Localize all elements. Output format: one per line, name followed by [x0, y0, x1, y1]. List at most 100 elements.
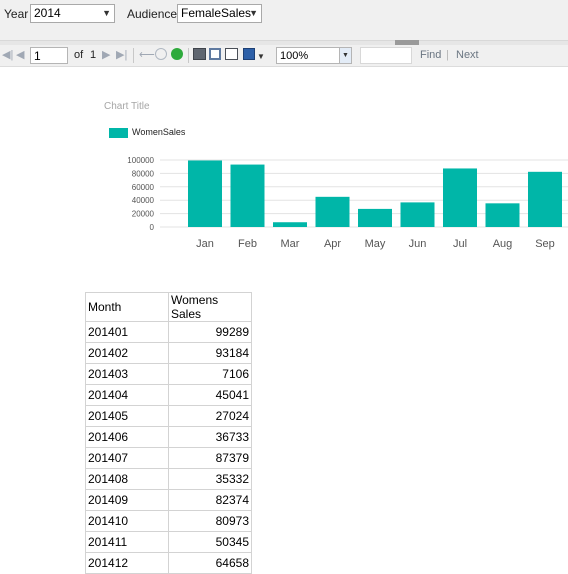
x-tick-label: Apr — [324, 238, 341, 250]
table-row: 201412 64658 — [85, 552, 252, 574]
month-cell: 201402 — [85, 342, 169, 364]
sales-cell: 35332 — [168, 468, 252, 490]
x-tick-label: Aug — [493, 238, 513, 250]
next-page-icon[interactable]: ▶ — [102, 49, 111, 61]
audience-label: Audience — [127, 7, 178, 21]
next-link[interactable]: Next — [456, 49, 479, 61]
bar — [315, 196, 350, 227]
x-tick-label: Mar — [281, 238, 300, 250]
previous-page-icon[interactable]: ◀ — [16, 49, 25, 61]
month-cell: 201401 — [85, 321, 169, 343]
sales-cell: 36733 — [168, 426, 252, 448]
month-cell: 201406 — [85, 426, 169, 448]
x-tick-label: May — [365, 238, 386, 250]
y-tick-label: 80000 — [132, 169, 155, 178]
export-icon[interactable] — [243, 48, 255, 60]
bar-chart: 0 20000 40000 60000 80000 100000 Jan Feb Mar Apr M… — [127, 156, 568, 250]
x-tick-label: Jun — [409, 238, 427, 250]
bar — [400, 202, 435, 227]
back-icon[interactable]: ⟵ — [139, 49, 155, 61]
month-cell: 201404 — [85, 384, 169, 406]
toolbar-divider — [188, 48, 189, 63]
sales-table: Month Womens Sales 201401 99289 201402 9318… — [85, 292, 252, 574]
stop-icon[interactable] — [155, 48, 167, 60]
table-row: 201403 7106 — [85, 363, 252, 385]
year-dropdown[interactable]: 2014 ▼ — [30, 4, 115, 23]
sales-cell: 93184 — [168, 342, 252, 364]
y-tick-label: 100000 — [127, 156, 154, 165]
chevron-down-icon[interactable]: ▼ — [339, 48, 351, 63]
table-row: 201411 50345 — [85, 531, 252, 553]
sales-cell: 27024 — [168, 405, 252, 427]
y-tick-label: 60000 — [132, 183, 155, 192]
y-tick-label: 0 — [150, 223, 155, 232]
sales-cell: 45041 — [168, 384, 252, 406]
x-tick-label: Jan — [196, 238, 214, 250]
month-cell: 201412 — [85, 552, 169, 574]
table-row: 201405 27024 — [85, 405, 252, 427]
month-cell: 201403 — [85, 363, 169, 385]
x-tick-label: Sep — [535, 238, 555, 250]
toolbar-divider — [133, 48, 134, 63]
table-row: 201410 80973 — [85, 510, 252, 532]
bar — [273, 222, 307, 227]
bar — [443, 168, 477, 227]
table-row: 201401 99289 — [85, 321, 252, 343]
bar — [528, 171, 562, 227]
year-label: Year — [4, 7, 29, 21]
table-header-row: Month Womens Sales — [85, 292, 252, 322]
print-icon[interactable] — [193, 48, 206, 60]
x-tick-label: Jul — [453, 238, 467, 250]
find-separator: | — [446, 49, 449, 61]
chevron-down-icon: ▼ — [102, 8, 111, 18]
print-layout-icon[interactable] — [209, 48, 221, 60]
month-cell: 201409 — [85, 489, 169, 511]
year-dropdown-value: 2014 — [34, 6, 61, 20]
first-page-icon[interactable]: ◀| — [2, 49, 14, 61]
page-total: 1 — [90, 49, 97, 61]
y-tick-label: 20000 — [132, 210, 155, 219]
find-link[interactable]: Find — [420, 49, 442, 61]
month-cell: 201410 — [85, 510, 169, 532]
month-cell: 201405 — [85, 405, 169, 427]
collapse-parameters-handle[interactable] — [395, 40, 419, 45]
parameter-bar: Year 2014 ▼ Audience FemaleSales ▼ — [0, 0, 568, 40]
legend-label: WomenSales — [132, 127, 186, 137]
sales-cell: 7106 — [168, 363, 252, 385]
chart-title: Chart Title — [104, 101, 150, 112]
table-row: 201404 45041 — [85, 384, 252, 406]
y-tick-label: 40000 — [132, 196, 155, 205]
chevron-down-icon: ▼ — [249, 8, 258, 18]
bar — [358, 208, 392, 227]
export-dropdown-icon[interactable]: ▼ — [257, 52, 265, 61]
month-cell: 201407 — [85, 447, 169, 469]
page-setup-icon[interactable] — [225, 48, 238, 60]
refresh-icon[interactable] — [171, 48, 183, 60]
table-row: 201406 36733 — [85, 426, 252, 448]
table-row: 201408 35332 — [85, 468, 252, 490]
legend-swatch — [109, 128, 128, 138]
month-cell: 201411 — [85, 531, 169, 553]
bar — [188, 160, 222, 227]
find-text-input[interactable] — [360, 47, 412, 64]
zoom-dropdown[interactable]: 100% ▼ — [276, 47, 352, 64]
page-of-label: of — [74, 49, 84, 61]
report-toolbar: ◀| ◀ 1 of 1 ▶ ▶| ⟵ ▼ 100% ▼ Find | Next — [0, 45, 568, 67]
x-tick-label: Feb — [238, 238, 257, 250]
zoom-value: 100% — [280, 50, 309, 62]
sales-cell: 99289 — [168, 321, 252, 343]
audience-dropdown[interactable]: FemaleSales ▼ — [177, 4, 262, 23]
month-cell: 201408 — [85, 468, 169, 490]
current-page-input[interactable]: 1 — [30, 47, 68, 64]
sales-cell: 64658 — [168, 552, 252, 574]
sales-cell: 80973 — [168, 510, 252, 532]
sales-cell: 87379 — [168, 447, 252, 469]
last-page-icon[interactable]: ▶| — [116, 49, 128, 61]
parameter-splitter — [0, 40, 568, 46]
table-row: 201407 87379 — [85, 447, 252, 469]
table-row: 201409 82374 — [85, 489, 252, 511]
bar — [230, 164, 265, 227]
sales-column-header: Womens Sales — [168, 292, 252, 322]
bar — [485, 203, 520, 227]
month-column-header: Month — [85, 292, 169, 322]
